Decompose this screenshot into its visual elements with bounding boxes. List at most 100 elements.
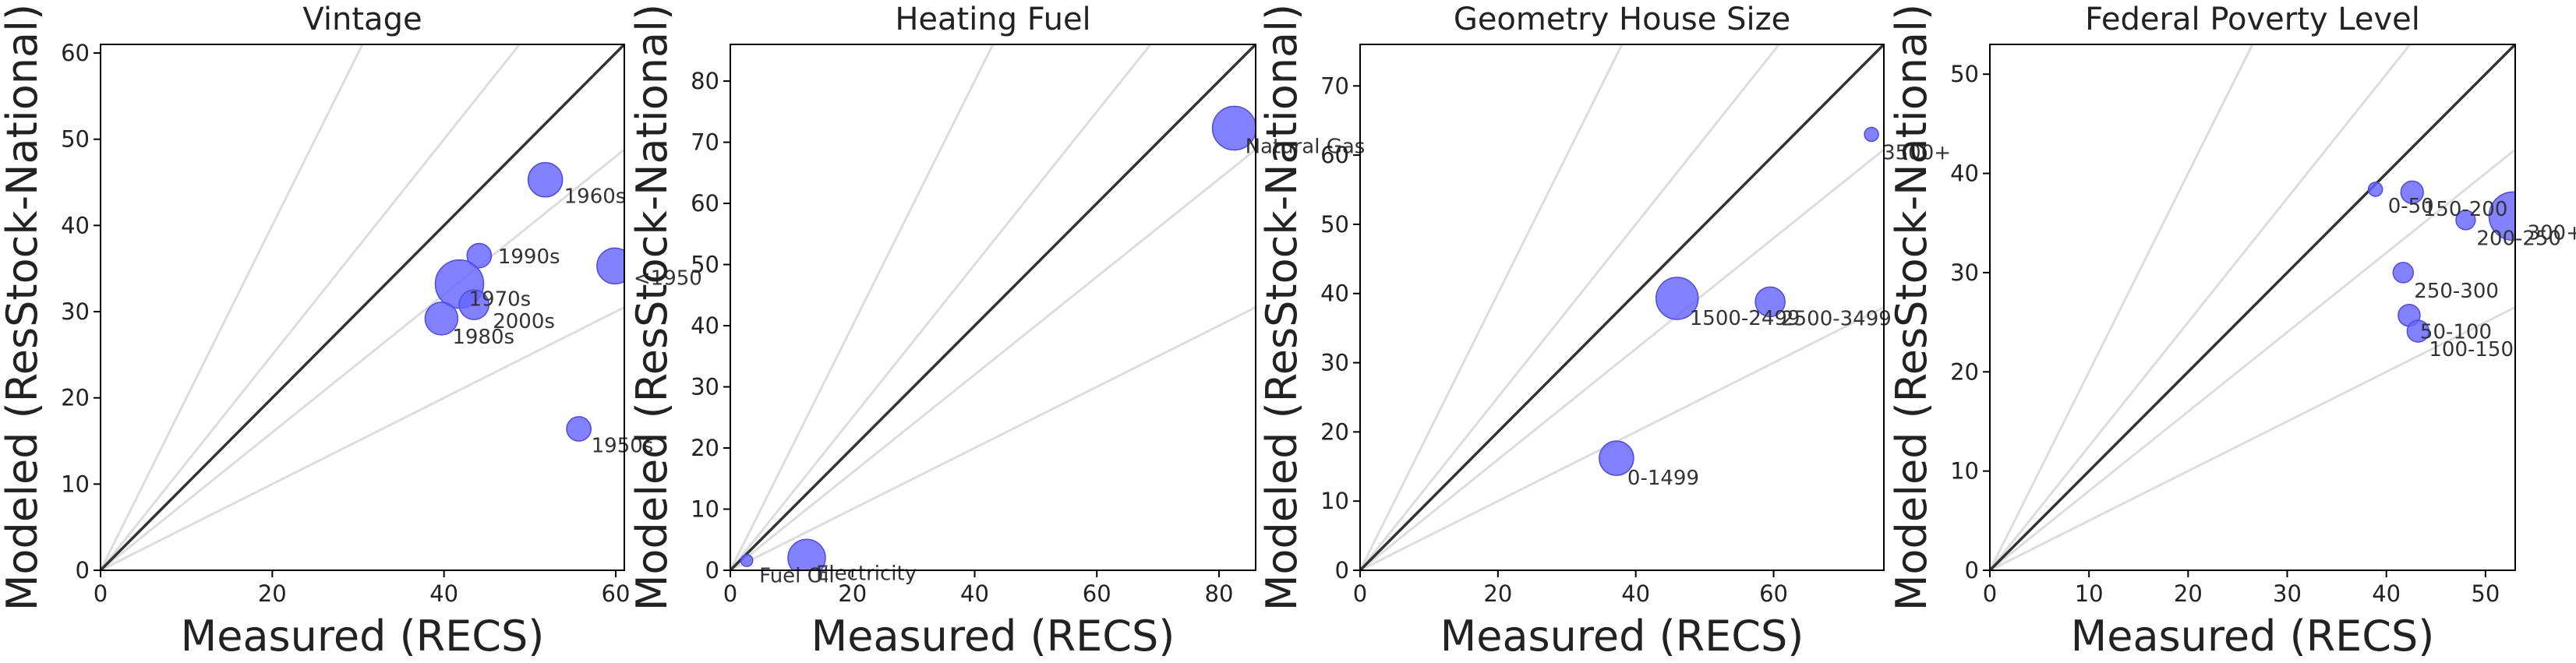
data-label: 1970s [468,288,531,312]
y-tick-label: 20 [691,435,719,461]
x-tick-label: 40 [960,580,989,607]
data-point [458,289,489,320]
y-tick-label: 50 [1320,211,1349,238]
y-axis-label: Modeled (ResStock-National) [0,4,47,611]
y-tick-label: 0 [1965,557,1979,584]
x-tick-label: 80 [1205,580,1234,607]
axes-frame [1359,44,1885,571]
y-tick-label: 30 [691,374,719,400]
x-tick-label: 30 [2273,580,2302,607]
data-label: Electricity [816,562,917,585]
x-tick-label: 20 [1483,580,1512,607]
data-point [1599,440,1634,476]
ratio-line-2x [101,44,364,570]
data-point [1864,126,1879,143]
y-tick-label: 30 [1950,259,1979,286]
identity-line [101,44,624,570]
y-tick-label: 0 [1335,557,1349,584]
ratio-line-0.5x [1990,306,2515,570]
data-point [1754,286,1786,318]
data-label: 2000s [493,310,555,333]
x-tick-label: 50 [2471,580,2500,607]
y-axis-label: Modeled (ResStock-National) [627,4,677,611]
x-axis-label: Measured (RECS) [181,612,545,659]
x-tick-label: 0 [94,580,108,607]
data-point [2392,262,2415,284]
data-point [2488,191,2515,242]
data-label: 250-300 [2414,280,2499,303]
panel-title: Vintage [302,2,422,37]
panel-title: Geometry House Size [1454,2,1790,37]
y-tick-label: 10 [61,471,90,497]
data-point [740,554,754,567]
ratio-line-0.5x [101,306,624,570]
x-axis-label: Measured (RECS) [1440,612,1804,659]
data-label: 50-100 [2420,321,2492,344]
panel-title: Heating Fuel [895,2,1090,37]
ratio-line-0.8x [1990,148,2515,570]
x-tick-label: 20 [838,580,867,607]
y-tick-label: 10 [1320,488,1349,514]
plot-area [1360,44,1884,570]
data-label: Natural Gas [1246,136,1366,159]
data-label: 2500-3499 [1781,307,1892,330]
ratio-line-0.5x [1360,306,1884,570]
identity-line [1990,44,2515,570]
plot-area [1990,44,2515,570]
axes-frame [1989,44,2516,571]
y-tick-label: 60 [691,190,719,217]
y-tick-label: 60 [1320,142,1349,168]
ratio-line-2x [1360,44,1624,570]
y-tick-label: 0 [705,557,719,584]
axes-frame [100,44,625,571]
y-axis-label: Modeled (ResStock-National) [1257,4,1306,611]
y-tick-label: 50 [1950,61,1979,87]
y-tick-label: 70 [1320,72,1349,99]
y-tick-label: 70 [691,129,719,156]
data-label: 1500-2499 [1690,307,1800,330]
plot-area [101,44,624,570]
y-tick-label: 10 [1950,458,1979,485]
x-tick-label: 60 [1759,580,1788,607]
data-point [596,247,624,285]
ratio-line-1.25x [1990,44,2412,570]
axes-frame [730,44,1256,571]
data-label: 100-150 [2429,338,2514,361]
data-label: Fuel Oil [759,564,834,587]
data-label: 200-250 [2476,227,2561,250]
data-label: 1980s [452,326,514,349]
ratio-line-0.8x [101,148,624,570]
data-point [1211,105,1256,151]
data-label: <1950 [634,266,702,290]
data-point [1655,277,1699,320]
ratio-line-1.25x [730,44,1153,570]
y-tick-label: 20 [61,385,90,411]
ratio-line-0.5x [730,306,1256,570]
y-tick-label: 50 [691,252,719,278]
y-tick-label: 0 [76,557,90,584]
y-tick-label: 40 [1320,280,1349,307]
panel-title: Federal Poverty Level [2085,2,2420,37]
x-tick-label: 0 [1353,580,1367,607]
data-point [2367,182,2383,197]
data-point [2455,210,2476,231]
x-tick-label: 20 [258,580,287,607]
data-label: 300+ [2527,221,2576,245]
x-tick-label: 0 [723,580,737,607]
x-tick-label: 10 [2075,580,2104,607]
y-axis-label: Modeled (ResStock-National) [1887,4,1936,611]
y-tick-label: 30 [1320,350,1349,376]
x-tick-label: 60 [602,580,631,607]
plot-area [730,44,1256,570]
y-tick-label: 10 [691,496,719,523]
x-tick-label: 40 [2372,580,2401,607]
x-tick-label: 40 [429,580,458,607]
y-tick-label: 40 [691,312,719,339]
data-label: 0-50 [2388,195,2434,218]
data-label: 150-200 [2423,198,2508,221]
y-tick-label: 30 [61,298,90,325]
